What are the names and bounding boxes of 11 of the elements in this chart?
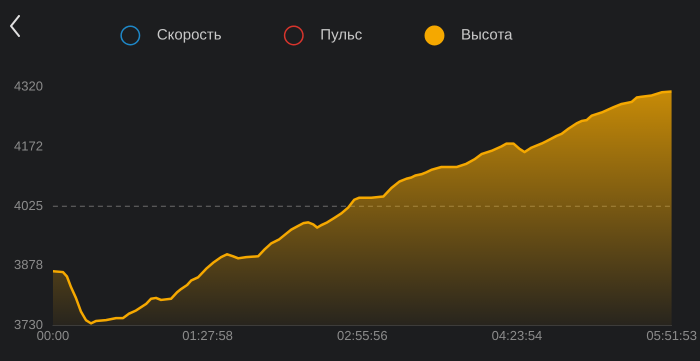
legend-label: Пульс: [308, 26, 404, 44]
y-tick-label: 3878: [14, 257, 43, 272]
legend-label: Высота: [448, 26, 554, 44]
x-tick-label: 01:27:58: [182, 328, 233, 343]
y-tick-label: 4172: [14, 138, 43, 154]
y-tick-label: 4320: [14, 78, 43, 94]
x-tick-label: 04:23:54: [492, 328, 542, 343]
x-tick-label: 05:51:53: [646, 328, 698, 343]
x-tick-label: 02:55:56: [336, 328, 388, 343]
legend-label: Скорость: [144, 26, 264, 44]
y-tick-label: 4025: [14, 198, 43, 213]
